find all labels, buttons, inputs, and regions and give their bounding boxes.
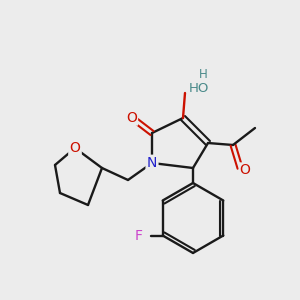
- Text: H: H: [199, 68, 207, 80]
- Text: F: F: [135, 229, 143, 242]
- Text: N: N: [147, 156, 157, 170]
- Text: O: O: [240, 163, 250, 177]
- Text: O: O: [70, 141, 80, 155]
- Text: HO: HO: [189, 82, 209, 95]
- Text: O: O: [127, 111, 137, 125]
